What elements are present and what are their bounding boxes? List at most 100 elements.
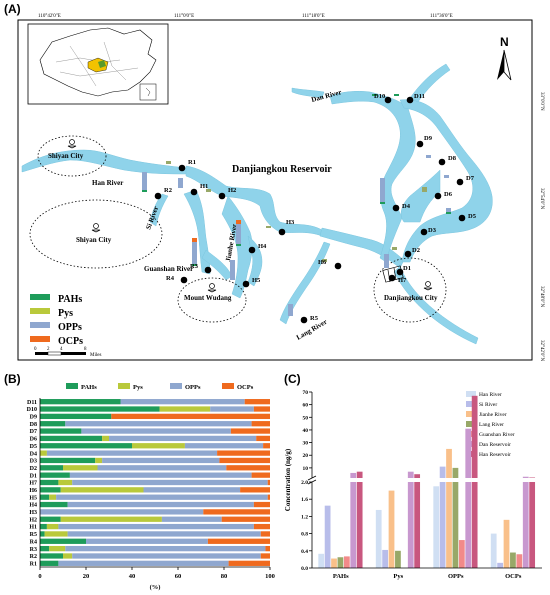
site-marker-h1 <box>190 188 198 196</box>
site-marker-d1 <box>396 268 404 276</box>
site-marker-d9 <box>416 140 424 148</box>
category-label-h7: H7 <box>29 481 37 487</box>
bar-segment-d7-opps <box>81 428 231 434</box>
bar-segment-r2-pahs <box>40 553 63 559</box>
site-mini-bar <box>142 172 147 190</box>
bar-segment-d2-opps <box>97 465 227 471</box>
bar-opps-series-5 <box>465 428 472 568</box>
category-label-d7: D7 <box>30 429 37 435</box>
bar-segment-d10-opps <box>210 406 254 412</box>
y-tick-label-c: 0.0 <box>301 566 308 572</box>
bar-ocps-series-2 <box>503 519 510 568</box>
legend-label-b-opps: OPPs <box>185 384 201 391</box>
bar-segment-d6-pahs <box>40 435 103 442</box>
bar-pys-series-6 <box>414 474 421 568</box>
china-inset-map <box>27 23 169 105</box>
map-legend: PAHs Pys OPPs OCPs <box>30 294 83 347</box>
category-label-r1: R1 <box>30 561 37 567</box>
site-marker-r5 <box>300 316 308 324</box>
bar-pahs-series-5 <box>350 472 357 568</box>
site-label-d9: D9 <box>424 135 433 142</box>
scale-unit: Miles <box>90 353 101 358</box>
bar-segment-d2-ocps <box>226 465 270 471</box>
legend-swatch-b-opps <box>170 383 182 389</box>
site-mini-bar <box>142 190 147 192</box>
bar-segment-h2-pys <box>60 516 162 522</box>
category-label-r2: R2 <box>30 554 37 560</box>
category-label-d9: D9 <box>30 415 37 421</box>
legend-label-pahs: PAHs <box>58 294 82 305</box>
bar-segment-h6-ocps <box>240 487 270 493</box>
bar-segment-r4-ocps <box>207 538 270 544</box>
bar-segment-r3-ocps <box>265 545 270 552</box>
site-marker-d8 <box>438 158 446 166</box>
category-label-d3: D3 <box>30 459 37 465</box>
site-mini-bar <box>192 242 197 264</box>
category-label-d5: D5 <box>30 444 37 450</box>
site-mini-bar <box>230 260 235 280</box>
bar-segment-h2-ocps <box>221 516 270 522</box>
lat-tick-3: 32°48'0"N <box>539 286 544 307</box>
city-outlines <box>29 135 447 323</box>
bar-segment-h3-opps <box>40 509 204 515</box>
site-label-d10: D10 <box>374 93 385 100</box>
x-tick-label-b: 20 <box>83 573 90 580</box>
bar-opps-series-0 <box>433 486 440 568</box>
bar-ocps-series-1 <box>497 562 503 568</box>
site-label-h6: H6 <box>318 259 327 266</box>
category-label-h6: H6 <box>29 488 37 494</box>
category-label-d6: D6 <box>30 437 37 443</box>
panel-label-a: (A) <box>4 2 21 16</box>
lat-tick-1: 33°0'0"N <box>539 92 544 111</box>
pin-icon <box>423 281 433 291</box>
label-danjiangkou-city: Danjiangkou City <box>384 294 438 302</box>
site-marker-r2 <box>154 192 162 200</box>
bar-pahs-series-2 <box>331 558 337 568</box>
scale-num-2: 2 <box>47 347 50 352</box>
site-label-r2: R2 <box>164 187 172 194</box>
place-pin-icons <box>67 139 433 293</box>
map-panel: 110°42'0"E 111°0'0"E 111°18'0"E 111°36'0… <box>17 14 544 361</box>
x-tick-label-b: 0 <box>38 573 41 580</box>
bar-segment-d5-opps <box>184 443 264 449</box>
site-label-r1: R1 <box>188 159 196 166</box>
bar-segment-r2-opps <box>72 553 261 559</box>
bar-segment-d11-opps <box>120 399 245 405</box>
bar-segment-h1-opps <box>58 523 254 530</box>
site-mini-bar <box>380 202 385 204</box>
lat-tick-4: 32°42'0"N <box>539 340 544 361</box>
site-marker-r4 <box>180 276 188 284</box>
legend-label-b-pys: Pys <box>133 384 143 391</box>
bar-segment-d3-pys <box>95 457 103 464</box>
x-tick-label-b: 60 <box>175 573 182 580</box>
bar-segment-r4-opps <box>86 538 208 544</box>
legend-swatch-b-pys <box>118 383 130 389</box>
bar-pys-series-0 <box>375 509 382 568</box>
y-tick-label-c: 50 <box>303 415 309 421</box>
bar-segment-d3-pahs <box>40 457 96 464</box>
legend-label-pys: Pys <box>58 308 73 319</box>
bar-segment-h5-pahs <box>40 494 50 500</box>
site-label-h1: H1 <box>200 183 208 190</box>
site-mini-bar <box>394 94 399 96</box>
bar-opps-series-2 <box>446 448 452 568</box>
legend-swatch-pahs <box>30 294 50 300</box>
legend-swatch-c <box>466 391 476 397</box>
category-label-d1: D1 <box>30 473 37 479</box>
bar-segment-d3-opps <box>102 457 220 464</box>
bar-segment-d9-pahs <box>40 413 112 420</box>
bar-segment-h6-pahs <box>40 487 61 493</box>
site-label-r5: R5 <box>310 315 319 322</box>
bar-segment-d6-ocps <box>256 435 270 442</box>
y-tick-label-c: 0.4 <box>301 549 308 555</box>
site-label-d1: D1 <box>403 265 411 272</box>
legend-label-opps: OPPs <box>58 322 82 333</box>
bar-pys-series-2 <box>388 490 395 568</box>
bar-segment-h3-ocps <box>203 509 270 515</box>
category-label-r4: R4 <box>30 539 37 545</box>
bar-segment-h7-pahs <box>40 479 59 486</box>
site-mini-bar <box>236 244 241 246</box>
bar-segment-r1-pahs <box>40 560 59 566</box>
y-tick-label-c: 60 <box>303 403 309 409</box>
bar-segment-d5-ocps <box>263 443 270 449</box>
